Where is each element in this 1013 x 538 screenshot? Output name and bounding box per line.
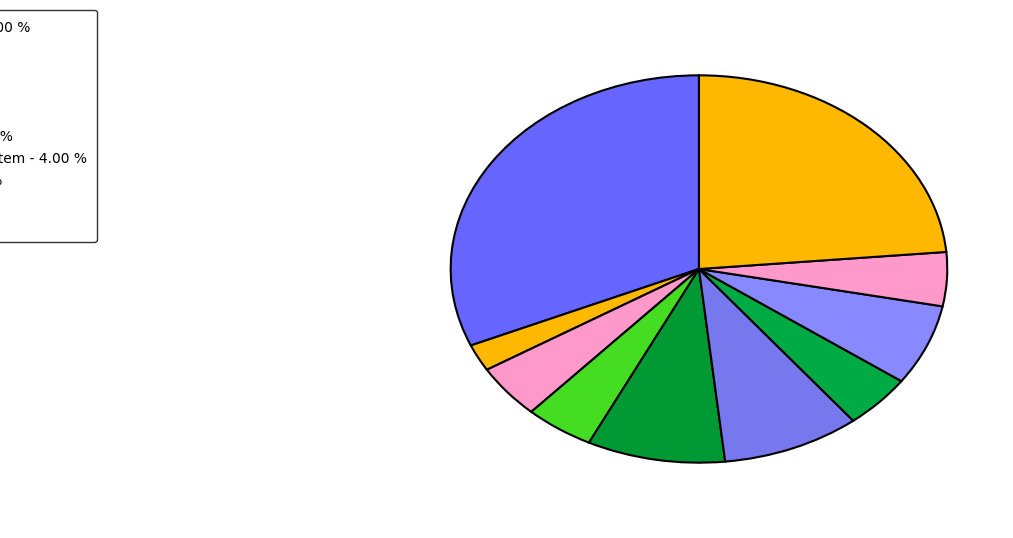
Wedge shape xyxy=(699,269,943,381)
Wedge shape xyxy=(589,269,725,463)
Wedge shape xyxy=(471,269,699,370)
Wedge shape xyxy=(699,75,946,269)
Legend: large_intestine - 28.00 %, lung - 21.00 %, liver - 10.00 %, breast - 8.00 %, kid: large_intestine - 28.00 %, lung - 21.00 … xyxy=(0,10,97,242)
Wedge shape xyxy=(699,252,947,306)
Wedge shape xyxy=(451,75,699,345)
Wedge shape xyxy=(531,269,699,443)
Wedge shape xyxy=(487,269,699,412)
Wedge shape xyxy=(699,269,853,462)
Wedge shape xyxy=(699,269,902,421)
